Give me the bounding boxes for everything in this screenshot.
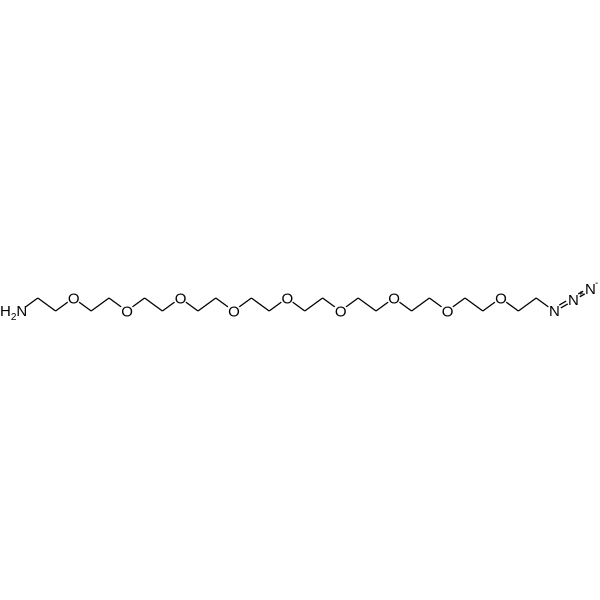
single-bond	[464, 297, 484, 312]
ether-oxygen: O	[442, 304, 454, 321]
single-bond	[215, 297, 229, 308]
double-bond-line	[577, 290, 584, 295]
double-bond-line	[560, 303, 569, 309]
single-bond	[345, 297, 359, 308]
azide-n2-charge: +	[578, 289, 584, 300]
azide-n1: N	[549, 303, 560, 320]
single-bond	[429, 297, 442, 308]
single-bond	[292, 301, 306, 312]
single-bond	[55, 301, 69, 312]
ether-oxygen: O	[68, 291, 80, 308]
ether-oxygen: O	[335, 304, 347, 321]
ether-oxygen: O	[282, 291, 294, 308]
single-bond	[268, 301, 282, 312]
atoms: H2N N N + N - O O O O O O O O O	[0, 278, 598, 323]
single-bond	[452, 297, 466, 308]
ether-oxygen: O	[228, 304, 240, 321]
azide-n3-charge: -	[595, 278, 598, 289]
single-bond	[482, 301, 496, 312]
single-bond	[322, 297, 336, 308]
double-bond-line	[558, 300, 567, 306]
single-bond	[304, 297, 323, 312]
single-bond	[144, 297, 163, 312]
single-bond	[399, 301, 412, 312]
ether-oxygen: O	[121, 304, 133, 321]
single-bond	[357, 297, 377, 312]
single-bond	[185, 301, 199, 312]
single-bond	[251, 297, 270, 312]
ether-oxygen: O	[175, 291, 187, 308]
amine-group: H2N	[0, 303, 27, 323]
single-bond	[518, 297, 537, 312]
single-bond	[535, 297, 549, 308]
azide-n3: N	[585, 281, 596, 298]
single-bond	[505, 301, 519, 312]
single-bond	[411, 297, 430, 312]
single-bond	[90, 297, 110, 312]
single-bond	[37, 297, 56, 312]
single-bond	[108, 297, 122, 308]
single-bond	[78, 301, 92, 312]
single-bond	[132, 297, 145, 308]
single-bond	[238, 297, 252, 308]
single-bond	[162, 301, 175, 312]
ether-oxygen: O	[495, 291, 507, 308]
ether-oxygen: O	[388, 291, 400, 308]
bonds	[25, 290, 586, 312]
single-bond	[375, 301, 389, 312]
double-bond-line	[579, 293, 586, 298]
single-bond	[197, 297, 217, 312]
azide-n2: N	[568, 292, 579, 309]
single-bond	[25, 297, 39, 308]
